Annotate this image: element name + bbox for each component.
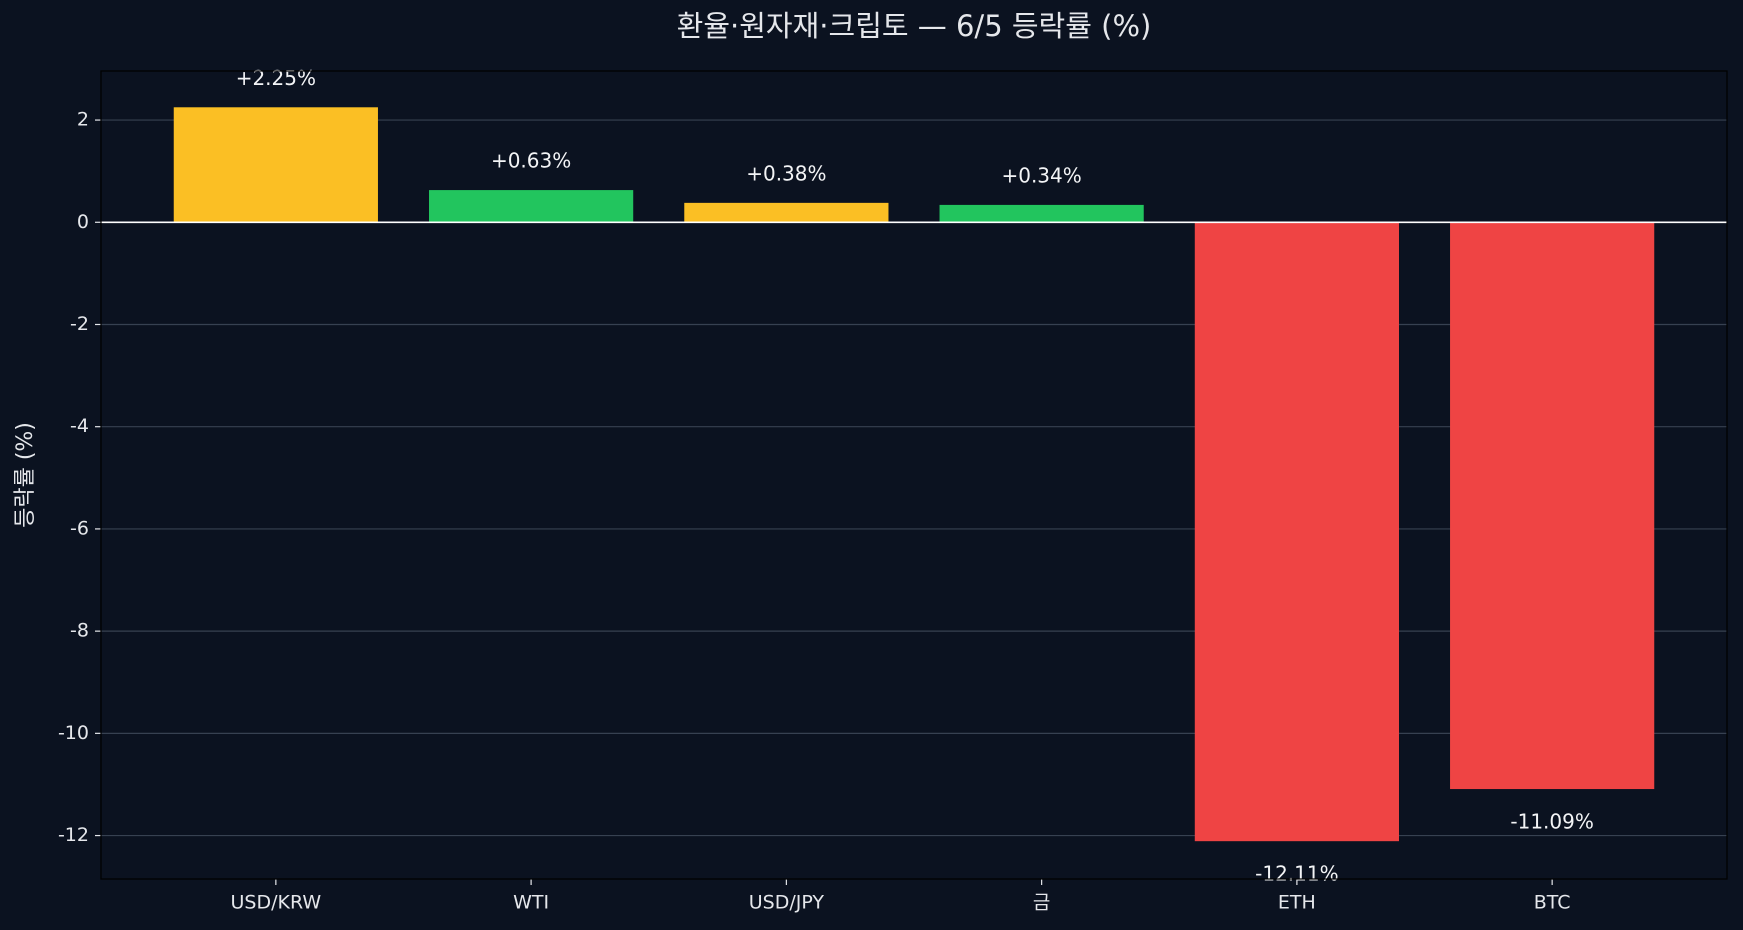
x-tick-label: USD/JPY	[749, 892, 825, 914]
value-label: +0.34%	[1001, 163, 1081, 187]
y-tick-label: 0	[77, 211, 89, 233]
y-tick-label: -12	[58, 824, 89, 846]
y-tick-label: -4	[70, 415, 89, 437]
value-label: -11.09%	[1510, 810, 1593, 834]
x-tick-label: BTC	[1534, 892, 1571, 914]
x-tick-label: ETH	[1278, 892, 1316, 914]
x-tick-label: USD/KRW	[231, 892, 322, 914]
value-label: +2.25%	[236, 66, 316, 90]
bar	[1450, 222, 1655, 790]
bar	[173, 107, 378, 223]
bar	[429, 190, 634, 223]
value-label: +0.63%	[491, 149, 571, 173]
bar	[939, 204, 1144, 223]
bar	[1194, 222, 1399, 842]
y-axis-label: 등락률 (%)	[13, 422, 38, 528]
y-tick-label: -6	[70, 517, 89, 539]
chart-title: 환율·원자재·크립토 — 6/5 등락률 (%)	[677, 9, 1152, 43]
plot-frame	[100, 70, 1728, 880]
x-tick-label: WTI	[513, 892, 549, 914]
y-tick-label: -8	[70, 620, 89, 642]
x-tick-label: 금	[1033, 892, 1050, 914]
y-tick-label: 2	[77, 109, 89, 131]
y-tick-label: -2	[70, 313, 89, 335]
value-label: +0.38%	[746, 161, 826, 185]
y-tick-label: -10	[58, 722, 89, 744]
bar	[684, 202, 889, 223]
